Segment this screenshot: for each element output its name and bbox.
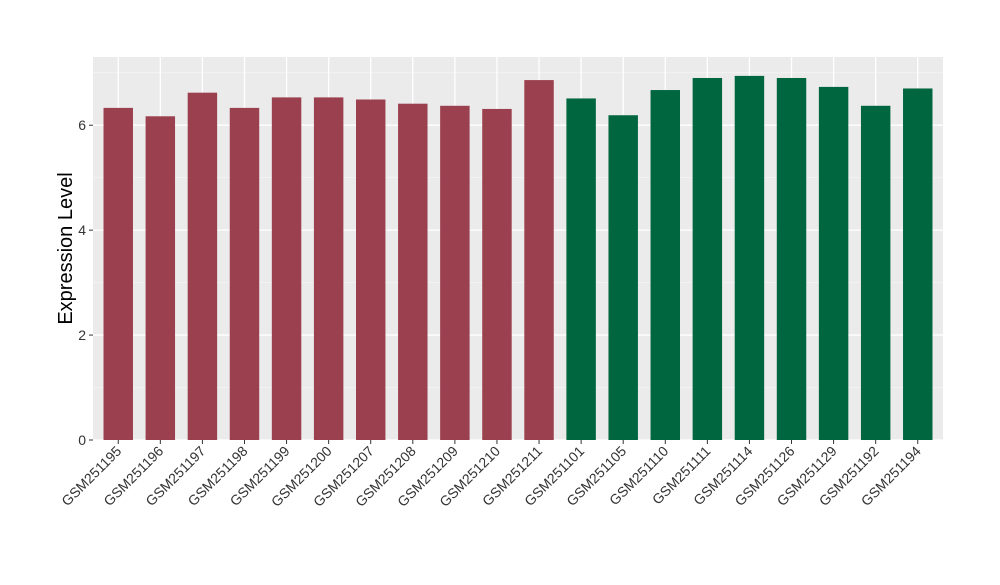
bar-GSM251196: [145, 116, 176, 440]
bar-GSM251105: [608, 115, 638, 440]
bar-GSM251198: [229, 107, 260, 440]
y-tick-label: 0: [78, 432, 86, 448]
y-tick-label: 4: [78, 222, 86, 238]
bar-GSM251208: [398, 103, 428, 440]
bar-GSM251101: [566, 98, 596, 441]
x-axis: GSM251195GSM251196GSM251197GSM251198GSM2…: [58, 440, 924, 510]
y-tick-label: 2: [78, 327, 86, 343]
bar-GSM251195: [103, 107, 133, 440]
bar-GSM251114: [734, 75, 765, 441]
bar-GSM251200: [313, 97, 344, 441]
bar-GSM251110: [650, 90, 681, 441]
bar-GSM251126: [776, 77, 807, 440]
bar-GSM251111: [692, 77, 723, 440]
y-tick-label: 6: [78, 117, 86, 133]
bar-GSM251211: [524, 80, 554, 440]
bar-GSM251199: [271, 97, 302, 441]
y-axis-title: Expression Level: [55, 172, 77, 324]
bars: [103, 75, 933, 441]
bar-GSM251210: [482, 108, 512, 440]
y-axis: 0 2 4 6: [78, 117, 93, 448]
plot-panel: [93, 57, 943, 440]
bar-GSM251209: [440, 105, 470, 440]
bar-GSM251129: [818, 86, 849, 440]
bar-GSM251207: [355, 99, 386, 441]
bar-GSM251192: [860, 105, 891, 440]
bar-GSM251197: [187, 92, 218, 441]
bar-GSM251194: [903, 88, 933, 440]
